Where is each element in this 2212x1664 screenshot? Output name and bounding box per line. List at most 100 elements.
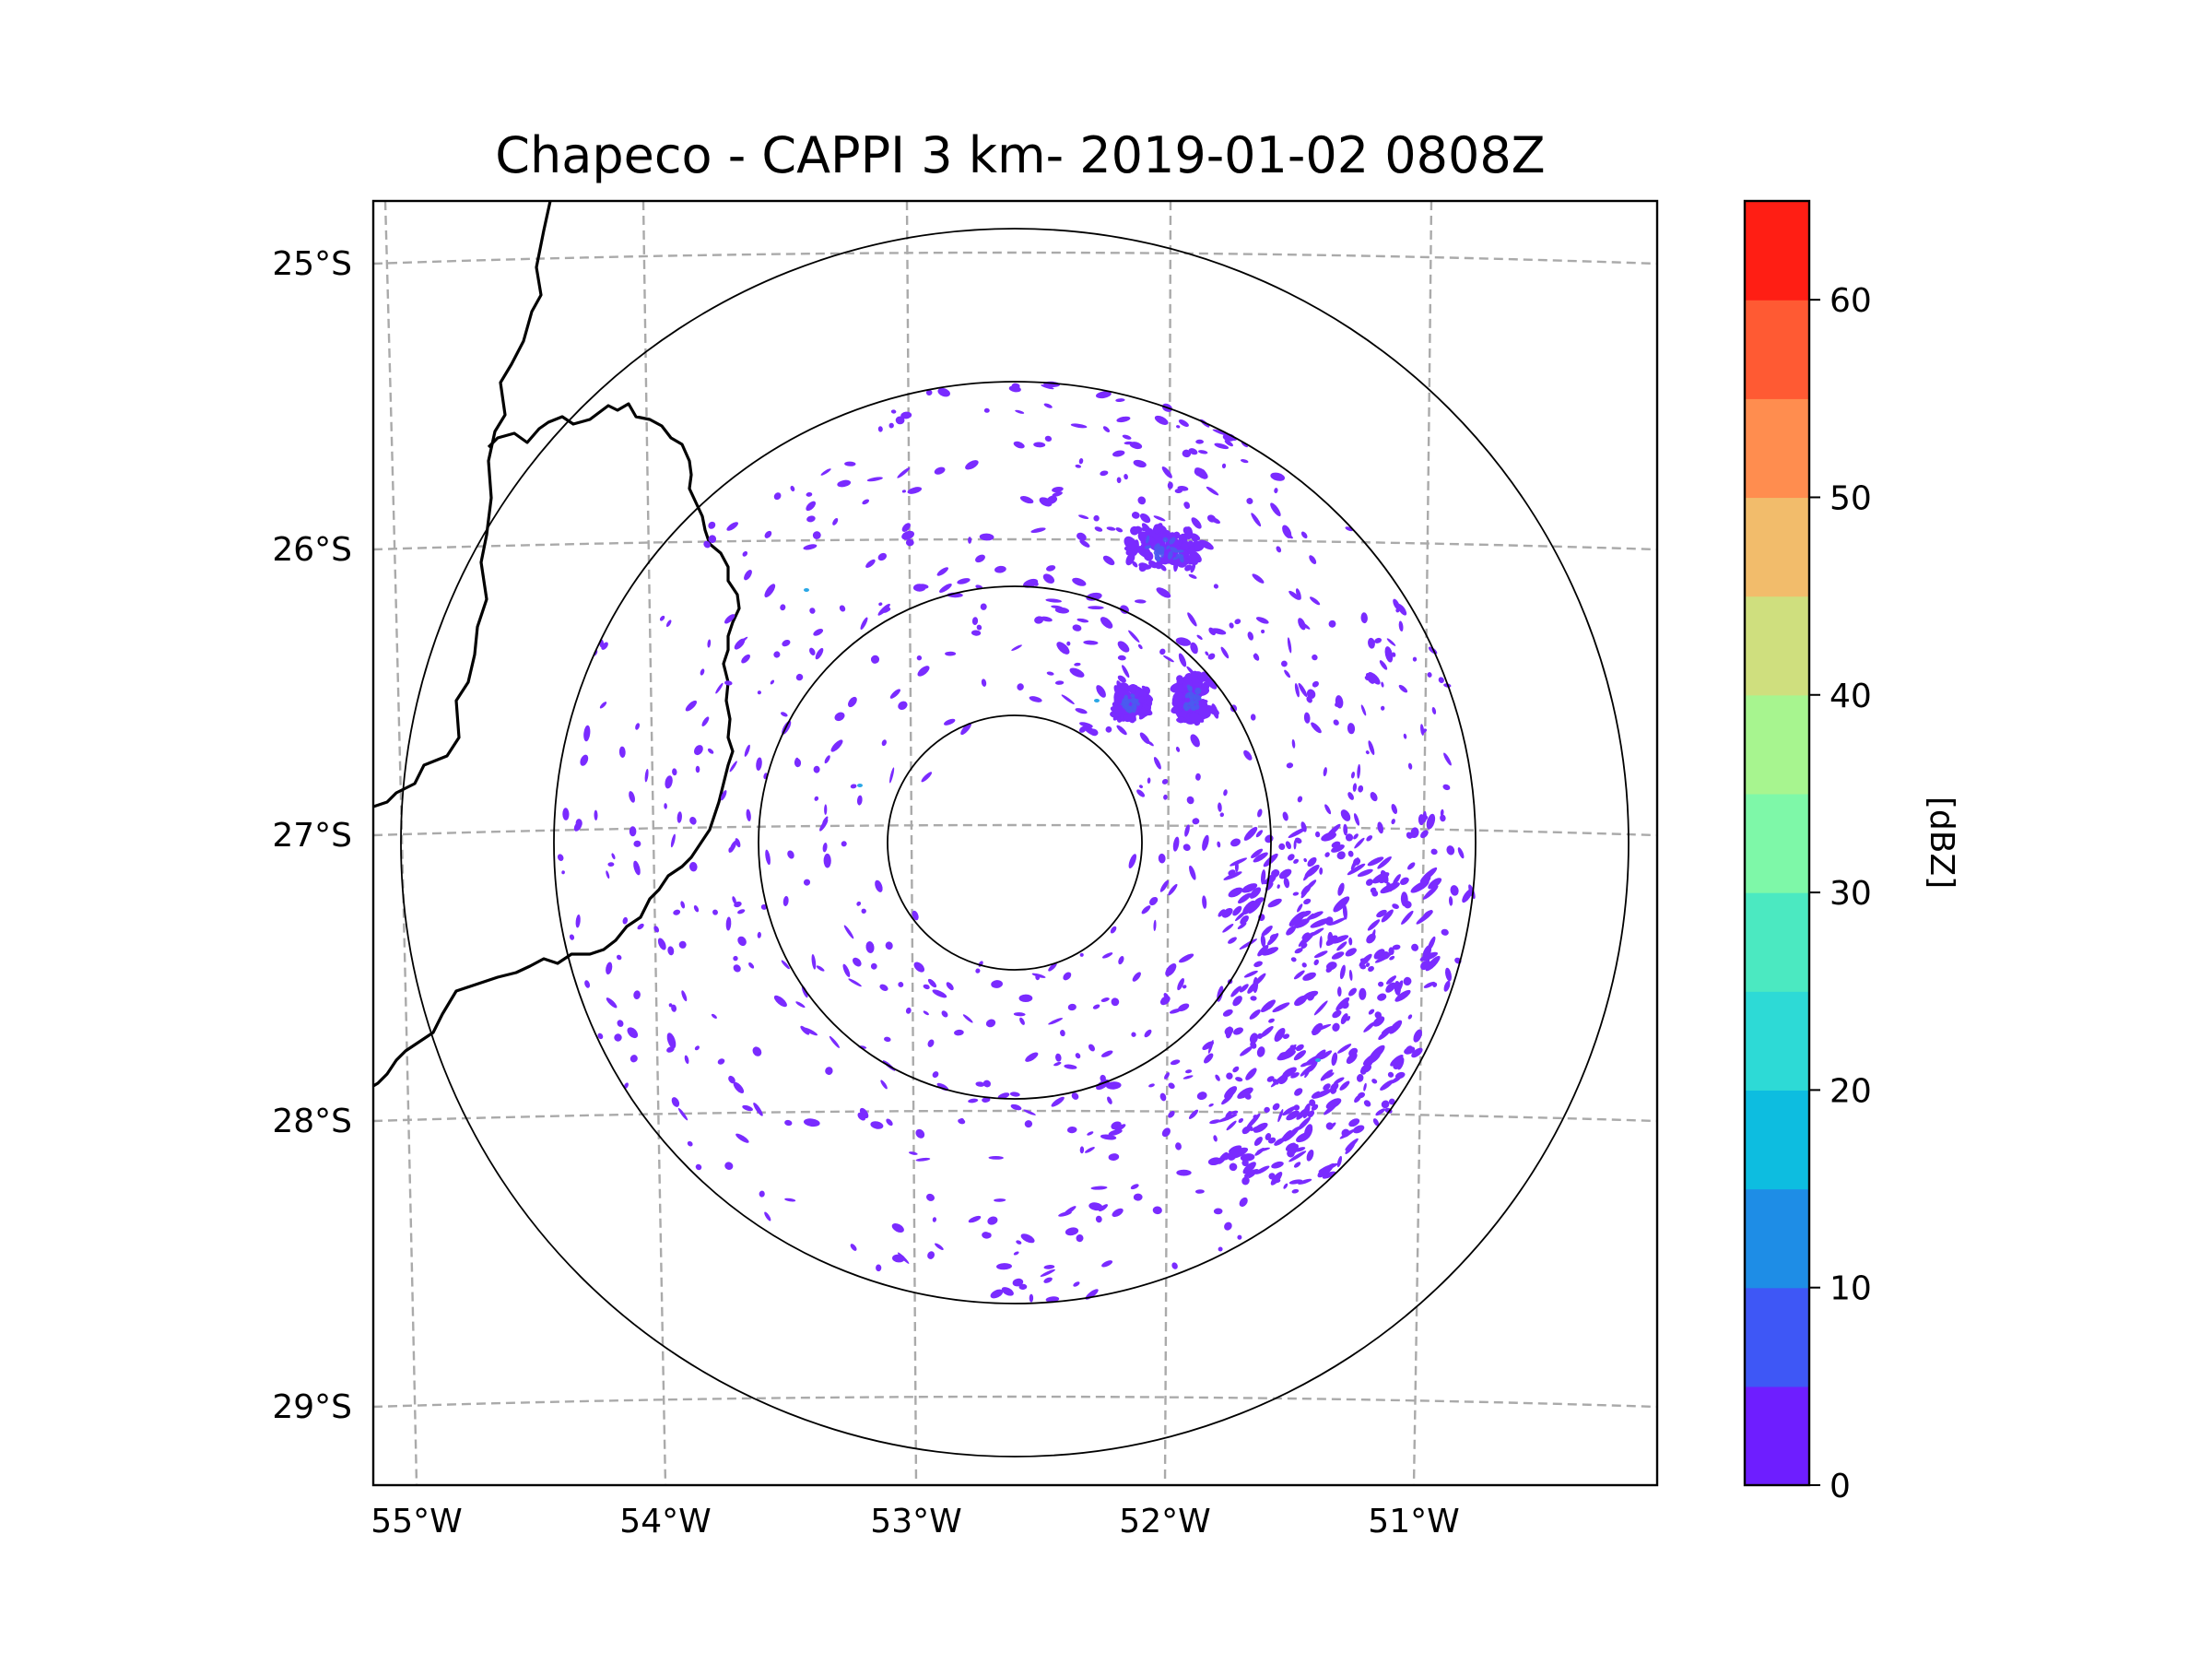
radar-echo (1381, 1100, 1390, 1109)
radar-echo (900, 411, 912, 419)
radar-echo (1268, 1137, 1277, 1144)
radar-echo (1110, 926, 1117, 934)
radar-echo (806, 491, 813, 497)
radar-echo (1168, 1111, 1175, 1118)
radar-echo (897, 467, 911, 478)
colorbar-swatch (1745, 1386, 1809, 1486)
radar-echo (1155, 556, 1161, 561)
radar-echo (794, 757, 799, 764)
radar-echo (1043, 1265, 1055, 1269)
radar-echo (1112, 450, 1125, 457)
radar-echo (770, 679, 775, 685)
radar-echo (1406, 862, 1416, 870)
radar-echo (711, 1013, 717, 1019)
radar-echo (1108, 1153, 1120, 1162)
radar-echo (1322, 1171, 1336, 1179)
radar-echo (1117, 641, 1130, 653)
radar-echo (657, 938, 666, 950)
radar-echo (1125, 700, 1130, 704)
radar-echo (1154, 523, 1163, 535)
radar-echo (557, 854, 564, 861)
radar-echo (1187, 540, 1194, 548)
radar-echo (1192, 695, 1197, 701)
radar-echo (1328, 620, 1336, 628)
radar-echo (1386, 638, 1396, 646)
radar-echo (1228, 887, 1243, 898)
radar-echo (1133, 1193, 1143, 1201)
radar-echo (1340, 809, 1351, 821)
radar-echo (1296, 1108, 1308, 1120)
radar-echo (1289, 1144, 1299, 1155)
radar-echo (1325, 823, 1341, 838)
radar-echo (1045, 1296, 1060, 1303)
radar-echo (1001, 1287, 1014, 1296)
radar-echo (742, 1104, 753, 1112)
radar-echo (1293, 1162, 1301, 1168)
radar-echo (729, 840, 737, 853)
radar-echo (1218, 909, 1226, 917)
radar-echo (1339, 1080, 1350, 1091)
radar-echo (889, 767, 895, 784)
radar-echo (1117, 655, 1126, 661)
radar-echo (1240, 915, 1249, 925)
radar-echo (1391, 1075, 1402, 1084)
radar-echo (1391, 819, 1395, 825)
colorbar-label: [dBZ] (1923, 797, 1960, 889)
radar-echo (1368, 965, 1374, 973)
radar-echo (1270, 1172, 1283, 1186)
radar-echo (1137, 643, 1143, 650)
radar-echo (850, 784, 857, 789)
radar-echo (734, 901, 742, 908)
radar-echo (1094, 526, 1103, 532)
radar-echo (1384, 646, 1394, 663)
radar-echo (1294, 995, 1308, 1007)
radar-echo (687, 1140, 693, 1147)
radar-echo (701, 716, 710, 726)
radar-echo (941, 1010, 948, 1018)
radar-echo (1074, 662, 1081, 667)
radar-echo (1030, 527, 1046, 533)
colorbar-tick-label: 20 (1830, 1072, 1872, 1110)
radar-echo (1083, 640, 1099, 645)
radar-echo (1345, 526, 1353, 532)
radar-echo (1416, 911, 1433, 925)
colorbar-tick-label: 0 (1830, 1468, 1851, 1505)
radar-echo (1092, 1004, 1100, 1009)
radar-echo (561, 870, 565, 875)
radar-echo (1209, 1119, 1221, 1125)
radar-echo (1106, 1081, 1122, 1090)
radar-echo (1389, 1020, 1403, 1034)
lat-label-29: 29°S (272, 1388, 352, 1426)
radar-echo (880, 1080, 888, 1090)
radar-echo (1292, 891, 1300, 896)
radar-echo (735, 1133, 749, 1143)
radar-echo (622, 916, 629, 925)
radar-echo (1175, 553, 1184, 559)
radar-echo (1046, 671, 1054, 676)
radar-echo (1185, 1069, 1193, 1074)
radar-echo (618, 746, 626, 758)
radar-echo (1309, 555, 1317, 564)
radar-echo (695, 1163, 702, 1171)
radar-echo (1152, 1206, 1162, 1215)
radar-echo (1293, 858, 1300, 864)
radar-echo (1347, 863, 1366, 876)
radar-echo (1268, 1018, 1275, 1023)
radar-echo (898, 701, 908, 711)
radar-echo (1445, 967, 1452, 982)
radar-echo (1136, 702, 1140, 706)
radar-echo (1189, 865, 1196, 880)
radar-echo (693, 904, 700, 913)
radar-echo (1334, 1077, 1345, 1084)
radar-echo (1093, 514, 1100, 522)
radar-echo (1266, 1076, 1275, 1082)
radar-echo (1293, 839, 1297, 850)
radar-echo (1144, 1029, 1152, 1038)
radar-echo (1325, 1122, 1334, 1130)
radar-echo (715, 682, 724, 694)
radar-echo (971, 630, 982, 636)
radar-echo (1354, 837, 1365, 849)
radar-echo (1183, 502, 1190, 508)
radar-echo (1441, 928, 1449, 936)
radar-echo (986, 1233, 992, 1238)
